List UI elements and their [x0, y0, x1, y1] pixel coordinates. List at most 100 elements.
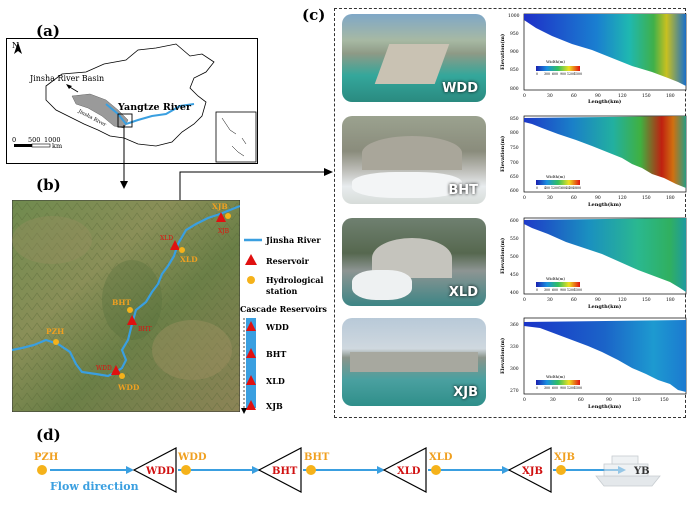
schematic-reservoir-xld [382, 447, 427, 493]
panel-c-frame [334, 8, 686, 418]
svg-text:1000: 1000 [44, 136, 61, 144]
reservoir-label-xjb: XJB [218, 228, 230, 235]
yangtze-river-line [105, 103, 195, 126]
photo-wdd: WDD [342, 14, 486, 102]
svg-text:330: 330 [510, 344, 519, 350]
station-label-bht: BHT [112, 298, 131, 307]
colorbar-bht [536, 180, 580, 185]
svg-text:Elevation(m): Elevation(m) [499, 238, 506, 274]
svg-text:30: 30 [547, 297, 553, 303]
svg-text:1200: 1200 [567, 386, 575, 390]
panel-a-map: N Jinsha River Basin Jinsha River Yangtz… [6, 38, 258, 164]
svg-text:900: 900 [560, 386, 566, 390]
schematic-reservoir-label-wdd: WDD [145, 466, 175, 477]
svg-text:2400: 2400 [566, 186, 574, 190]
north-label: N [12, 41, 19, 50]
svg-text:950: 950 [510, 31, 519, 37]
schematic-reservoir-label-xjb: XJB [522, 466, 543, 477]
photo-label-xld: XLD [448, 285, 478, 300]
profile-chart-wdd: Width(m) 0 300 600 900 1200 1500 1000 95… [499, 13, 687, 105]
svg-text:1500: 1500 [574, 288, 582, 292]
svg-text:650: 650 [510, 174, 519, 180]
svg-text:850: 850 [510, 67, 519, 73]
reservoir-label-xld: XLD [160, 235, 173, 242]
svg-text:Width(m): Width(m) [546, 59, 565, 64]
svg-text:1500: 1500 [574, 72, 582, 76]
svg-text:0: 0 [12, 136, 16, 144]
svg-text:120: 120 [632, 397, 641, 403]
svg-text:60: 60 [571, 195, 577, 201]
china-outline [45, 43, 215, 147]
svg-text:60: 60 [571, 93, 577, 99]
reservoir-label-bht: BHT [138, 326, 152, 333]
svg-text:Elevation(m): Elevation(m) [499, 338, 506, 374]
station-wdd-marker [119, 373, 125, 379]
schematic-station-label-bht: BHT [304, 452, 330, 463]
schematic-station-wdd [181, 465, 191, 475]
svg-text:900: 900 [560, 288, 566, 292]
schematic-station-pzh [37, 465, 47, 475]
svg-text:600: 600 [510, 218, 519, 224]
reservoir-label-wdd: WDD [96, 365, 112, 372]
cascade-icon-4 [246, 400, 256, 410]
station-label-wdd: WDD [117, 383, 140, 392]
svg-text:900: 900 [510, 49, 519, 55]
svg-text:600: 600 [552, 72, 558, 76]
svg-text:360: 360 [510, 322, 519, 328]
cascade-label-3: XLD [266, 376, 285, 386]
legend-station-label-1: Hydrological [266, 275, 323, 285]
cascade-label-2: BHT [266, 349, 286, 359]
photo-label-wdd: WDD [442, 81, 478, 96]
svg-text:500: 500 [28, 136, 40, 144]
yangtze-label: Yangtze River [117, 102, 192, 113]
photo-label-xjb: XJB [453, 385, 478, 400]
photo-bht: BHT [342, 116, 486, 204]
svg-text:300: 300 [544, 288, 550, 292]
svg-text:600: 600 [552, 386, 558, 390]
panel-d-schematic: PZH Flow direction WDD BHT XLD XJB WDD B… [34, 447, 661, 493]
svg-text:150: 150 [642, 93, 651, 99]
legend-station-icon [247, 276, 255, 284]
svg-text:Length(km): Length(km) [588, 201, 621, 208]
station-xjb-marker [225, 213, 231, 219]
svg-text:850: 850 [510, 116, 519, 122]
svg-text:1600: 1600 [559, 186, 567, 190]
schematic-reservoir-bht [257, 447, 302, 493]
svg-text:600: 600 [510, 188, 519, 194]
legend-reservoir-icon [245, 254, 257, 265]
b-to-c-connector [179, 168, 333, 202]
svg-text:800: 800 [510, 86, 519, 92]
svg-text:90: 90 [606, 397, 612, 403]
svg-text:700: 700 [510, 160, 519, 166]
panel-d-label: (d) [36, 426, 61, 444]
svg-text:60: 60 [571, 297, 577, 303]
cascade-icon-3 [246, 375, 256, 385]
svg-text:270: 270 [510, 388, 519, 394]
schematic-station-label-wdd: WDD [177, 452, 207, 463]
svg-text:90: 90 [595, 93, 601, 99]
panel-c-profiles: Width(m) 0 300 600 900 1200 1500 1000 95… [499, 13, 687, 410]
svg-text:450: 450 [510, 272, 519, 278]
schematic-label-pzh: PZH [34, 452, 58, 463]
svg-text:30: 30 [547, 93, 553, 99]
south-sea-inset [215, 111, 257, 163]
cascade-label-4: XJB [266, 401, 283, 411]
svg-text:550: 550 [510, 236, 519, 242]
svg-text:120: 120 [618, 93, 627, 99]
svg-text:300: 300 [510, 366, 519, 372]
svg-text:120: 120 [618, 195, 627, 201]
svg-text:90: 90 [595, 195, 601, 201]
svg-text:800: 800 [510, 130, 519, 136]
svg-text:180: 180 [666, 297, 675, 303]
svg-text:400: 400 [544, 186, 550, 190]
station-xld-marker [179, 247, 185, 253]
svg-text:Width(m): Width(m) [546, 276, 565, 281]
panel-c-label: (c) [302, 6, 326, 24]
station-pzh-marker [53, 339, 59, 345]
flow-direction-label: Flow direction [50, 480, 139, 493]
profile-chart-xjb: Width(m) 0 300 600 900 1200 1500 360 330… [499, 317, 687, 410]
station-label-xld: XLD [180, 255, 198, 264]
svg-text:500: 500 [510, 254, 519, 260]
colorbar-wdd [536, 66, 580, 71]
photo-xld: XLD [342, 218, 486, 306]
